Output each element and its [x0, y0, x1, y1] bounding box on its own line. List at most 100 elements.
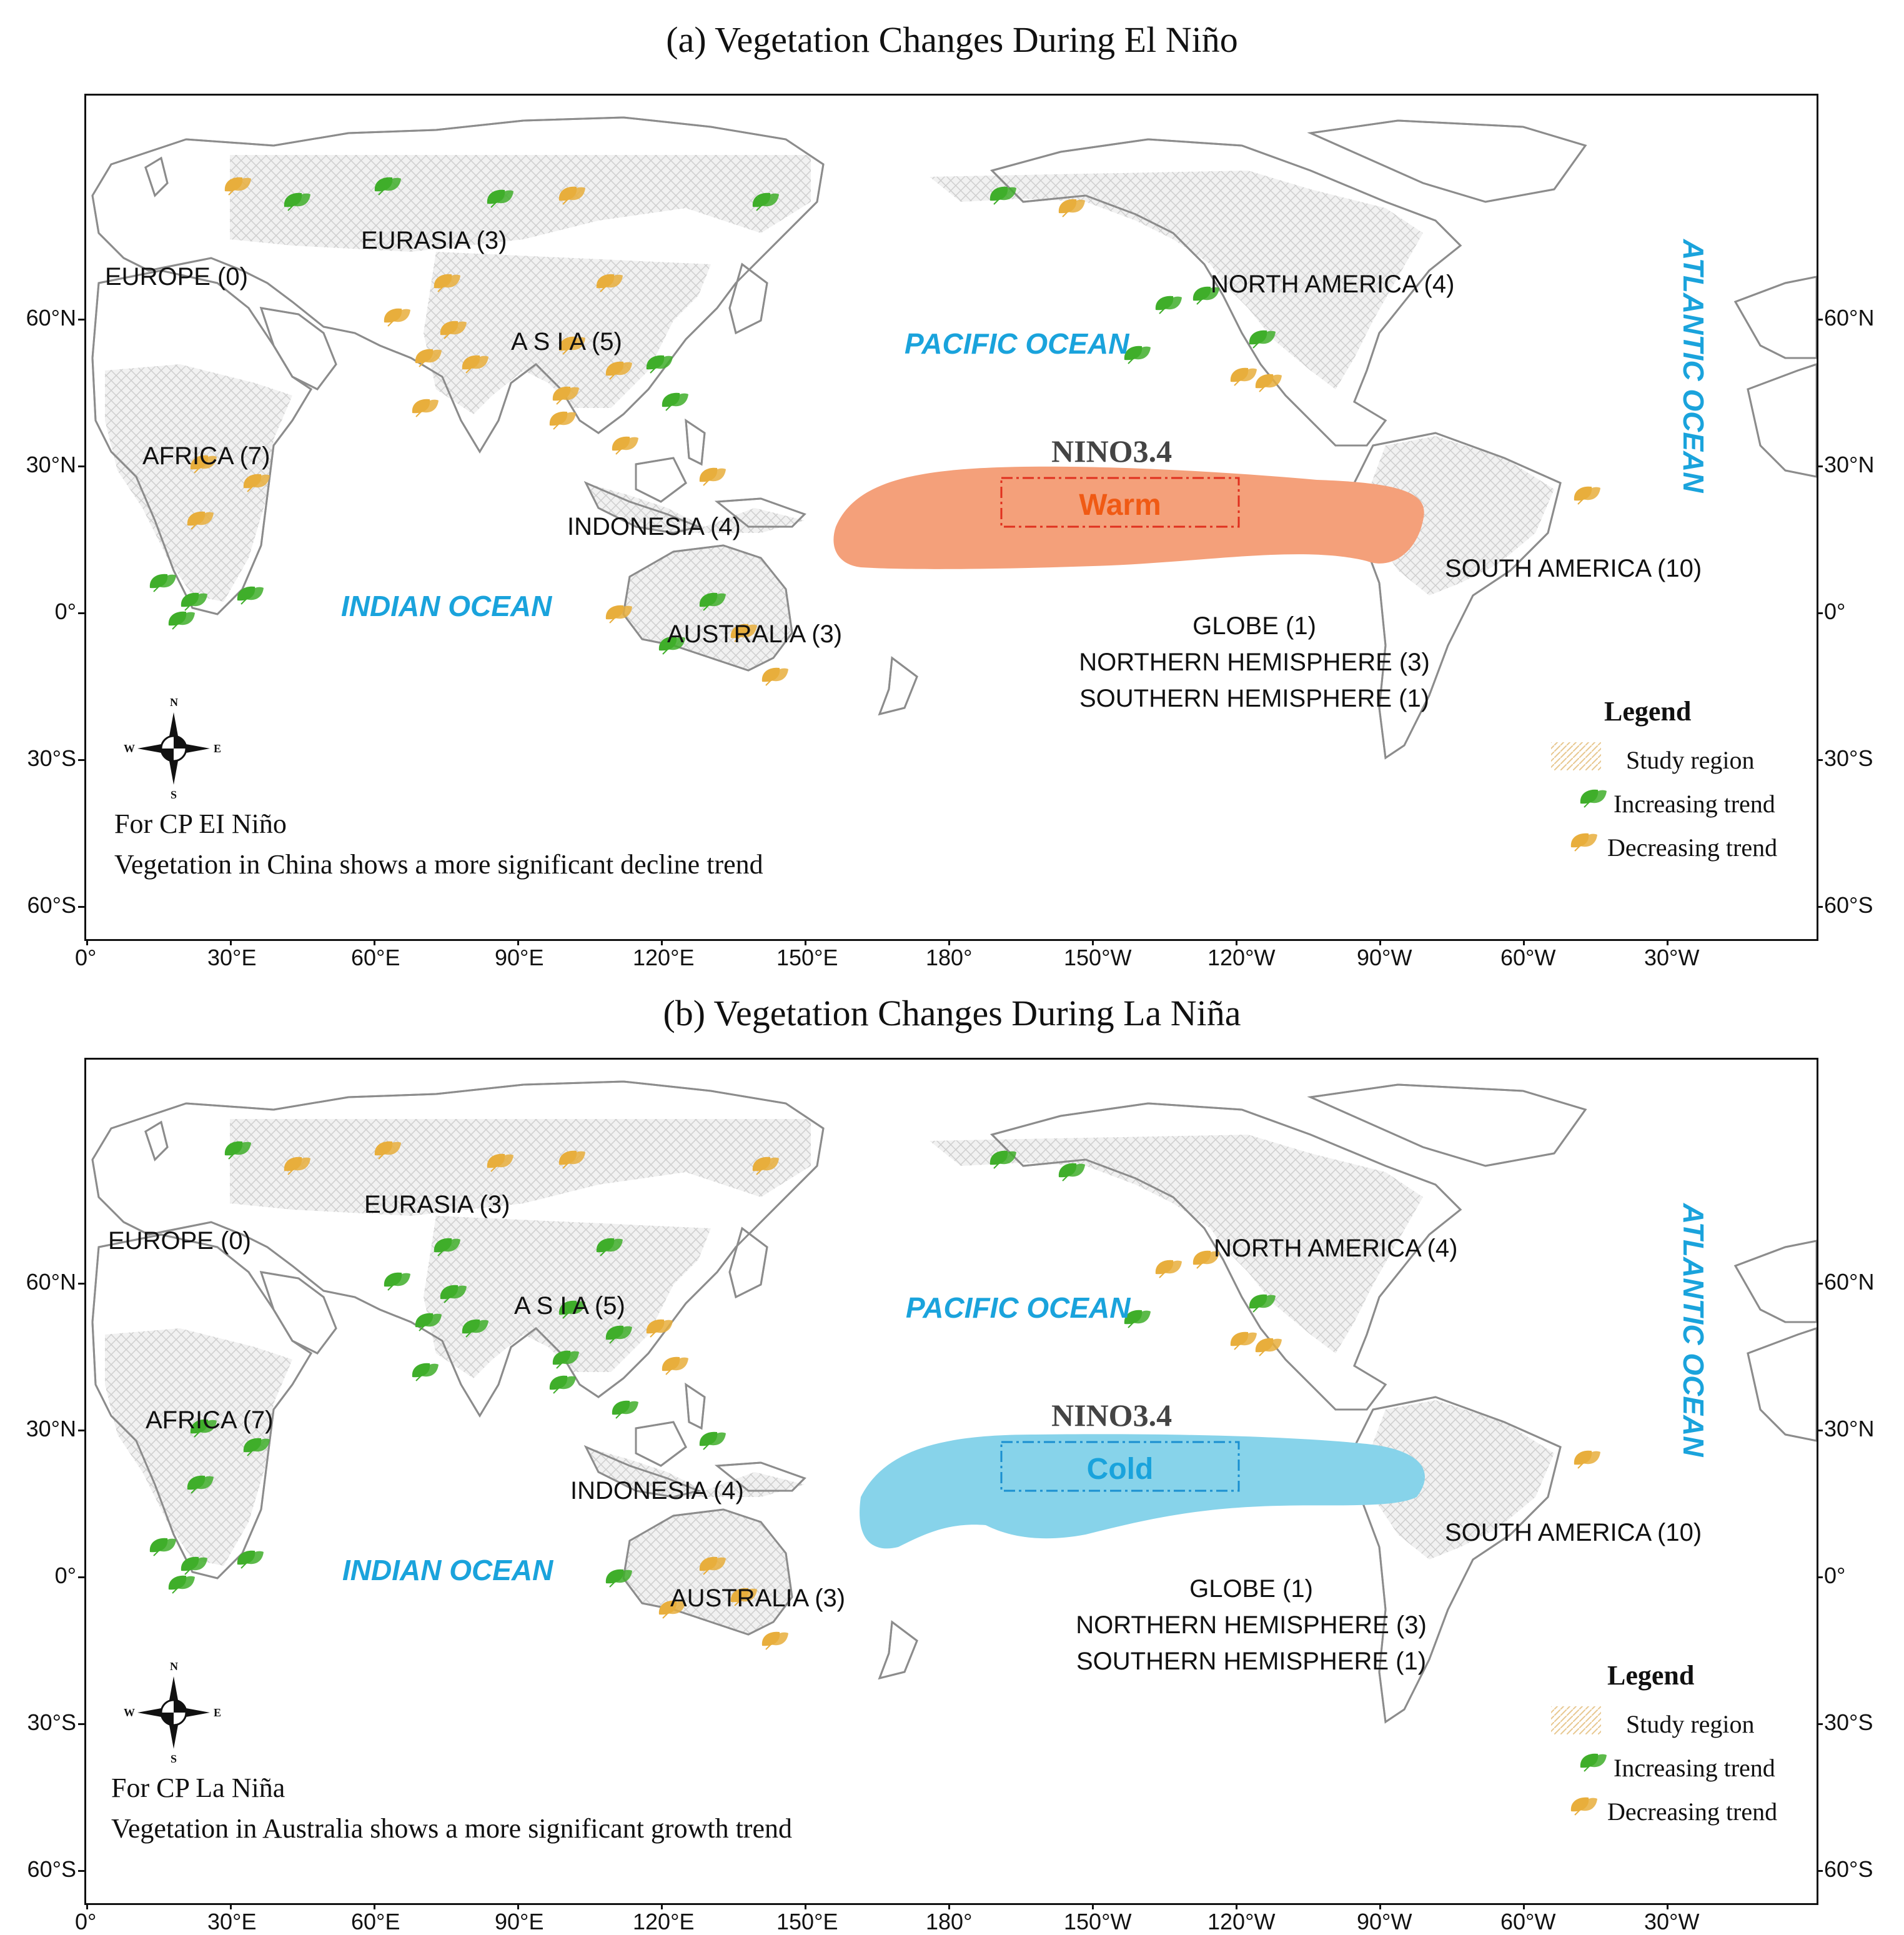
green-leaf-icon: [1124, 346, 1151, 364]
green-leaf-icon: [384, 1272, 410, 1291]
green-leaf-icon: [149, 574, 176, 592]
study-region-0: [230, 1119, 811, 1216]
legend-decreasing: Decreasing trend: [1607, 833, 1778, 862]
orange-leaf-icon: [730, 624, 757, 642]
orange-leaf-icon: [605, 361, 632, 380]
lat-label-left: 30°N: [26, 452, 76, 477]
orange-leaf-icon: [190, 455, 217, 474]
legend-hatch-swatch: [1551, 1706, 1601, 1734]
orange-leaf-icon: [558, 1150, 585, 1169]
land-nz: [878, 656, 918, 716]
green-leaf-icon: [434, 1238, 460, 1256]
ocean-label-pacific: PACIFIC OCEAN: [905, 327, 1129, 360]
compass-label-e: E: [214, 1706, 221, 1719]
green-leaf-icon: [243, 1438, 270, 1456]
green-leaf-icon: [237, 586, 264, 605]
lat-tick: [1817, 1283, 1823, 1285]
lat-tick: [78, 1430, 84, 1431]
region-label-asia: A S I A (5): [511, 328, 622, 356]
lon-tick: [517, 939, 519, 945]
compass-label-s: S: [171, 788, 177, 801]
region-label-north-america: NORTH AMERICA (4): [1211, 271, 1455, 298]
orange-leaf-icon: [462, 355, 488, 374]
lon-tick: [1379, 939, 1381, 945]
lon-tick: [86, 939, 88, 945]
legend-title: Legend: [1604, 696, 1692, 727]
green-leaf-icon: [440, 1285, 467, 1303]
green-leaf-icon: [181, 1556, 207, 1575]
compass-icon: N S E W: [124, 696, 221, 801]
orange-leaf-icon: [730, 1588, 757, 1606]
green-leaf-icon: [284, 192, 310, 211]
region-label-australia: AUSTRALIA (3): [670, 1584, 846, 1612]
legend-decreasing: Decreasing trend: [1607, 1798, 1778, 1826]
green-leaf-icon: [415, 1313, 442, 1331]
green-leaf-icon: [699, 592, 726, 611]
compass-label-n: N: [170, 696, 178, 709]
lat-tick: [78, 465, 84, 467]
lon-tick: [1379, 1903, 1381, 1909]
legend-hatch-swatch: [1551, 742, 1601, 770]
lat-label-left: 30°S: [27, 1709, 76, 1735]
green-leaf-icon: [412, 1363, 439, 1381]
green-leaf-icon: [168, 1575, 195, 1594]
orange-leaf-icon: [1192, 1250, 1219, 1269]
region-label-europe: EUROPE (0): [108, 1227, 251, 1255]
lat-tick: [78, 319, 84, 321]
green-leaf-icon: [1058, 1163, 1085, 1181]
orange-leaf-icon: [415, 349, 442, 367]
lon-tick: [948, 1903, 950, 1909]
lon-tick: [374, 939, 375, 945]
study-region-3: [586, 483, 805, 533]
lon-label: 120°E: [633, 945, 695, 970]
green-leaf-icon: [605, 1325, 632, 1344]
orange-leaf-icon: [1058, 199, 1085, 217]
ocean-label-indian: INDIAN OCEAN: [342, 1554, 553, 1586]
region-label-eurasia: EURASIA (3): [361, 227, 507, 254]
lon-label: 60°E: [351, 945, 400, 970]
lon-label: 150°W: [1064, 1909, 1132, 1934]
legend-increasing: Increasing trend: [1614, 1754, 1775, 1782]
region-label-europe: EUROPE (0): [105, 263, 248, 291]
orange-leaf-icon: [552, 386, 579, 405]
orange-leaf-icon: [284, 1157, 310, 1175]
lat-tick: [78, 759, 84, 761]
nino-title: NINO3.4: [1051, 1398, 1173, 1433]
lat-label-right: 30°N: [1824, 452, 1875, 477]
compass-label-w: W: [124, 1706, 135, 1719]
region-label-south-america: SOUTH AMERICA (10): [1445, 1519, 1702, 1546]
green-leaf-icon: [181, 592, 207, 611]
lon-label: 180°: [926, 945, 973, 970]
nino34-box: [1000, 477, 1240, 528]
lon-tick: [517, 1903, 519, 1909]
lat-tick: [1817, 465, 1823, 467]
green-leaf-icon: [989, 186, 1016, 205]
orange-leaf-icon: [243, 474, 270, 492]
orange-leaf-icon: [374, 1141, 401, 1160]
lat-tick: [78, 1283, 84, 1285]
study-region-1: [424, 252, 711, 414]
lon-tick: [1667, 1903, 1668, 1909]
note-line-2: Vegetation in China shows a more signifi…: [114, 849, 763, 880]
orange-leaf-icon: [558, 336, 585, 355]
region-label-eurasia: EURASIA (3): [364, 1191, 510, 1218]
green-leaf-icon: [190, 1419, 217, 1438]
lon-label: 150°W: [1064, 945, 1132, 970]
green-leaf-icon: [1580, 1753, 1607, 1772]
nino-state-label: Cold: [1086, 1453, 1154, 1486]
lon-label: 30°W: [1644, 1909, 1700, 1934]
region-label-indonesia: INDONESIA (4): [570, 1477, 744, 1505]
northern-hemisphere-label: NORTHERN HEMISPHERE (3): [1076, 1611, 1427, 1639]
orange-leaf-icon: [187, 511, 214, 530]
southern-hemisphere-label: SOUTHERN HEMISPHERE (1): [1076, 1648, 1427, 1675]
green-leaf-icon: [612, 1400, 638, 1419]
globe-label: GLOBE (1): [1189, 1575, 1313, 1603]
lat-label-right: 30°S: [1824, 1709, 1873, 1735]
region-label-south-america: SOUTH AMERICA (10): [1445, 555, 1702, 582]
lon-tick: [948, 939, 950, 945]
nino34-anomaly-region: [833, 466, 1424, 569]
lon-tick: [805, 939, 806, 945]
lon-tick: [1236, 1903, 1237, 1909]
lat-tick: [78, 612, 84, 614]
